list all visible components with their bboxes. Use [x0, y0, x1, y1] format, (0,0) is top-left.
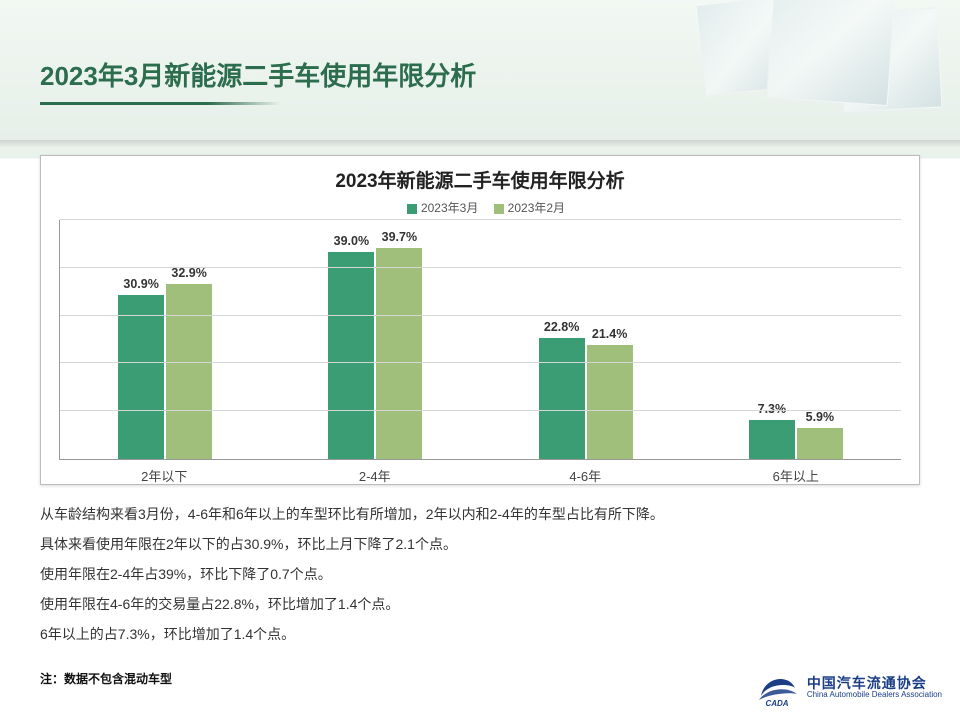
chart-legend: 2023年3月 2023年2月 [59, 199, 901, 216]
logo-text-en: China Automobile Dealers Association [807, 691, 942, 700]
legend-swatch-0 [407, 204, 417, 214]
legend-label-1: 2023年2月 [508, 201, 565, 215]
chart-title: 2023年新能源二手车使用年限分析 [59, 166, 901, 193]
bar-value-label: 5.9% [806, 410, 835, 424]
bar-value-label: 39.0% [334, 234, 369, 248]
cube-decoration [690, 0, 950, 140]
xaxis-label: 6年以上 [691, 466, 902, 485]
body-paragraph: 具体来看使用年限在2年以下的占30.9%，环比上月下降了2.1个点。 [40, 530, 920, 558]
header-shadow [0, 140, 960, 148]
bar-value-label: 30.9% [123, 277, 158, 291]
bar-group: 30.9%32.9% [60, 220, 270, 459]
page-title: 2023年3月新能源二手车使用年限分析 [40, 56, 476, 93]
legend-label-0: 2023年3月 [421, 201, 478, 215]
body-paragraph: 6年以上的占7.3%，环比增加了1.4个点。 [40, 620, 920, 648]
bar-group: 39.0%39.7% [270, 220, 480, 459]
body-paragraph: 使用年限在2-4年占39%，环比下降了0.7个点。 [40, 560, 920, 588]
xaxis-label: 4-6年 [480, 466, 691, 485]
footer-logo: CADA 中国汽车流通协会 China Automobile Dealers A… [755, 666, 942, 710]
gridline [60, 219, 901, 220]
legend-swatch-1 [494, 204, 504, 214]
bar: 7.3% [749, 420, 795, 459]
bar-value-label: 22.8% [544, 320, 579, 334]
xaxis-label: 2-4年 [270, 466, 481, 485]
bar: 39.7% [376, 248, 422, 459]
bar: 39.0% [328, 252, 374, 459]
chart-xaxis: 2年以下2-4年4-6年6年以上 [59, 466, 901, 485]
title-underline [40, 102, 280, 105]
svg-text:CADA: CADA [765, 699, 788, 708]
bar-groups: 30.9%32.9%39.0%39.7%22.8%21.4%7.3%5.9% [60, 220, 901, 459]
bar: 22.8% [539, 338, 585, 459]
bar: 32.9% [166, 284, 212, 459]
body-text: 从车龄结构来看3月份，4-6年和6年以上的车型环比有所增加，2年以内和2-4年的… [40, 500, 920, 650]
bar-group: 22.8% 21.4% [481, 220, 691, 459]
logo-mark-icon: CADA [755, 666, 799, 710]
logo-text: 中国汽车流通协会 China Automobile Dealers Associ… [807, 676, 942, 700]
body-paragraph: 从车龄结构来看3月份，4-6年和6年以上的车型环比有所增加，2年以内和2-4年的… [40, 500, 920, 528]
bar-value-label: 39.7% [382, 230, 417, 244]
gridline [60, 315, 901, 316]
footnote: 注：数据不包含混动车型 [40, 670, 172, 687]
xaxis-label: 2年以下 [59, 466, 270, 485]
bar-value-label: 21.4% [592, 327, 627, 341]
gridline [60, 362, 901, 363]
gridline [60, 267, 901, 268]
chart-plot: 30.9%32.9%39.0%39.7%22.8%21.4%7.3%5.9% [59, 220, 901, 460]
bar-value-label: 32.9% [171, 266, 206, 280]
bar-group: 7.3%5.9% [691, 220, 901, 459]
bar: 5.9% [797, 428, 843, 459]
body-paragraph: 使用年限在4-6年的交易量占22.8%，环比增加了1.4个点。 [40, 590, 920, 618]
logo-text-cn: 中国汽车流通协会 [807, 676, 942, 691]
gridline [60, 410, 901, 411]
chart-container: 2023年新能源二手车使用年限分析 2023年3月 2023年2月 30.9%3… [40, 155, 920, 485]
bar: 30.9% [118, 295, 164, 459]
